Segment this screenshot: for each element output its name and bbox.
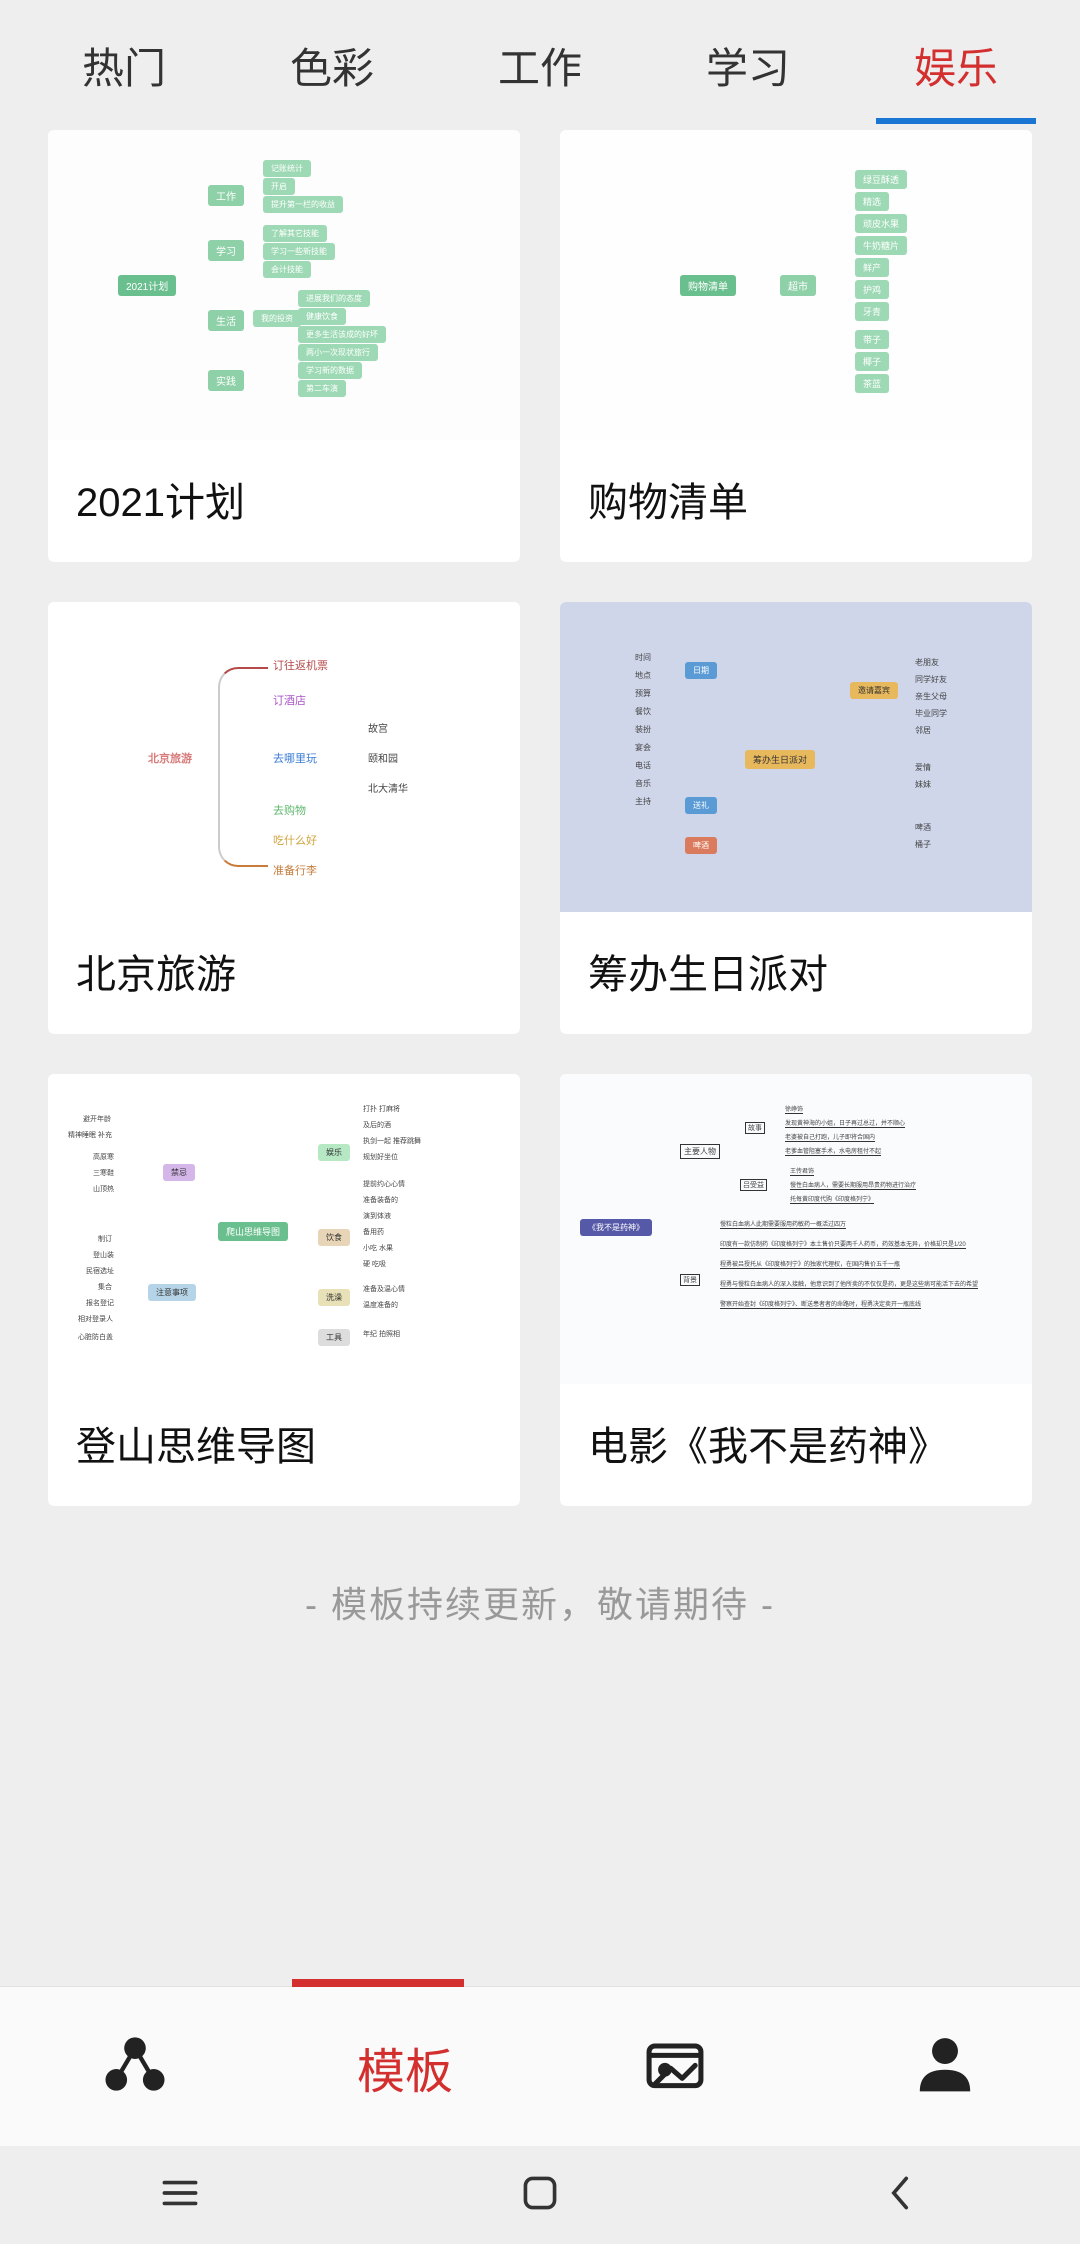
template-preview: 筹办生日派对 日期 送礼 啤酒 时间 地点 预算 餐饮 装扮 宴会 电话 音乐 … [560,602,1032,912]
nav-gallery[interactable] [540,1987,810,2146]
template-card[interactable]: 北京旅游 订往返机票 订酒店 去哪里玩 故宫 颐和园 北大清华 去购物 吃什么好… [48,602,520,1034]
gallery-icon [639,2028,711,2105]
template-preview: 爬山思维导图 禁忌 注意事项 避开年龄 精神睡眠 补充 高原寒 三寒鞋 山顶热 … [48,1074,520,1384]
template-title: 购物清单 [560,440,1032,562]
template-title: 登山思维导图 [48,1384,520,1506]
template-card[interactable]: 爬山思维导图 禁忌 注意事项 避开年龄 精神睡眠 补充 高原寒 三寒鞋 山顶热 … [48,1074,520,1506]
template-title: 电影《我不是药神》 [560,1384,1032,1506]
tab-hot[interactable]: 热门 [62,5,186,116]
template-card[interactable]: 购物清单 超市 绿豆酥透 精选 顽皮水果 牛奶糖片 鲜产 护鸡 牙青 带子 椰子… [560,130,1032,562]
template-card[interactable]: 《我不是药神》 主要人物 故事 徐峥饰 发现黄神海的小姐，日子再过总过，并不顺心… [560,1074,1032,1506]
template-title: 2021计划 [48,440,520,562]
template-title: 筹办生日派对 [560,912,1032,1034]
template-preview: 《我不是药神》 主要人物 故事 徐峥饰 发现黄神海的小姐，日子再过总过，并不顺心… [560,1074,1032,1384]
sys-recent[interactable] [154,2167,206,2224]
template-preview: 购物清单 超市 绿豆酥透 精选 顽皮水果 牛奶糖片 鲜产 护鸡 牙青 带子 椰子… [560,130,1032,440]
system-nav [0,2146,1080,2244]
tab-study[interactable]: 学习 [686,5,810,116]
nav-profile[interactable] [810,1987,1080,2146]
tab-work[interactable]: 工作 [478,5,602,116]
nav-templates[interactable]: 模板 [270,1987,540,2146]
template-card[interactable]: 筹办生日派对 日期 送礼 啤酒 时间 地点 预算 餐饮 装扮 宴会 电话 音乐 … [560,602,1032,1034]
mind-icon [99,2028,171,2105]
tab-color[interactable]: 色彩 [270,5,394,116]
nav-templates-label: 模板 [357,2032,453,2102]
template-title: 北京旅游 [48,912,520,1034]
template-grid: 2021计划 工作 学习 生活 实践 记账统计 开启 提升第一栏的收益 了解其它… [0,120,1080,1628]
template-card[interactable]: 2021计划 工作 学习 生活 实践 记账统计 开启 提升第一栏的收益 了解其它… [48,130,520,562]
profile-icon [909,2028,981,2105]
bottom-nav: 模板 [0,1986,1080,2146]
category-tabs: 热门 色彩 工作 学习 娱乐 [0,0,1080,120]
nav-mindmap[interactable] [0,1987,270,2146]
sys-back[interactable] [874,2167,926,2224]
tab-entertainment[interactable]: 娱乐 [894,5,1018,116]
template-preview: 2021计划 工作 学习 生活 实践 记账统计 开启 提升第一栏的收益 了解其它… [48,130,520,440]
footer-message: - 模板持续更新，敬请期待 - [48,1576,1032,1628]
template-preview: 北京旅游 订往返机票 订酒店 去哪里玩 故宫 颐和园 北大清华 去购物 吃什么好… [48,602,520,912]
sys-home[interactable] [514,2167,566,2224]
